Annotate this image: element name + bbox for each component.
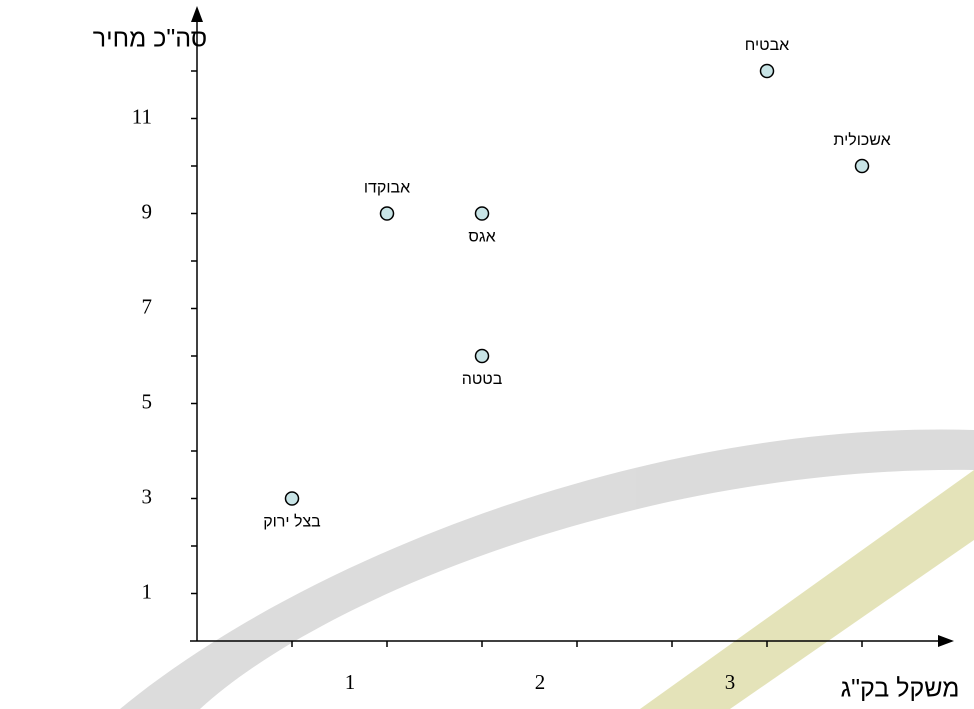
y-tick-label: 9 [142,199,153,223]
watermark-band [640,470,974,709]
point [379,206,395,221]
y-arrow [191,6,203,22]
x-tick-label: 2 [535,670,546,694]
point-label: אבטיח [745,37,789,54]
y-tick-label: 3 [142,484,153,508]
x-axis-title: משקל בק"ג [841,675,960,703]
watermark [120,429,974,709]
point [474,348,490,364]
point [284,491,300,506]
point-label: אבוקדו [364,180,410,197]
point [759,63,775,79]
y-tick-label: 1 [142,579,153,603]
x-tick-label: 1 [345,670,356,694]
point-label: אגס [468,229,495,246]
y-tick-label: 5 [142,389,153,413]
y-tick-label: 11 [132,104,152,128]
x-arrow [938,635,954,647]
point-label: אשכולית [833,131,890,149]
point [854,158,870,174]
x-tick-label: 3 [725,670,736,694]
watermark-arc [120,429,974,709]
point-label: בטטה [462,371,503,388]
point [474,206,490,221]
point-label: בצל ירוק [263,513,321,531]
y-tick-label: 7 [142,294,153,318]
y-axis-title: סה"כ מחיר [93,25,207,53]
